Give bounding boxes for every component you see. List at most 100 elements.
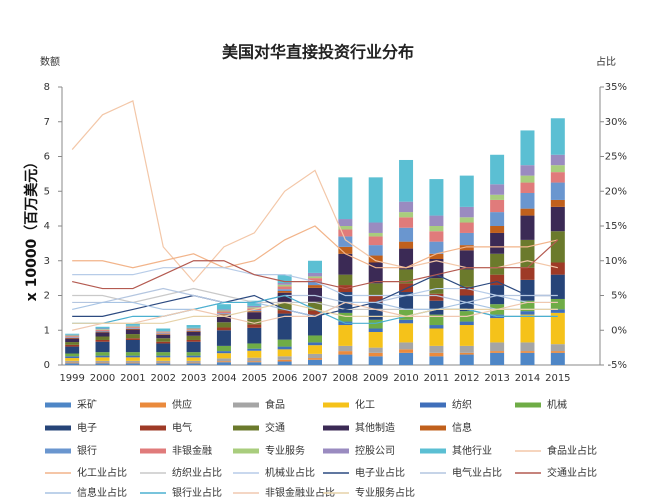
legend-label: 电子业占比: [355, 466, 405, 479]
bar-segment: [95, 363, 110, 365]
legend-label: 食品业占比: [547, 444, 597, 457]
bar-segment: [247, 319, 262, 325]
bar-segment: [156, 334, 171, 335]
bar-segment: [429, 278, 444, 294]
bar-segment: [125, 362, 140, 364]
bar-segment: [459, 217, 474, 223]
y2-tick-label: 30%: [605, 117, 627, 128]
bar-segment: [520, 215, 535, 240]
bar-segment: [459, 222, 474, 233]
bar-segment: [429, 352, 444, 357]
bar-segment: [277, 339, 292, 347]
legend-label: 交通业占比: [547, 466, 597, 479]
bar-segment: [429, 179, 444, 216]
bar-segment: [308, 345, 322, 354]
bar-segment: [125, 329, 140, 335]
legend-label: 其他行业: [452, 444, 492, 457]
bar-segment: [459, 352, 474, 355]
legend-label: 非银金融: [172, 444, 212, 457]
bar-segment: [490, 351, 505, 353]
bar-segment: [338, 325, 353, 346]
bar-segment: [459, 321, 474, 326]
bar-segment: [368, 347, 383, 353]
legend-label: 控股公司: [355, 444, 395, 457]
bar-segment: [156, 363, 171, 365]
bar-segment: [308, 359, 322, 365]
bar-segment: [156, 331, 171, 333]
legend-label: 机械: [547, 398, 567, 411]
bar-segment: [65, 346, 80, 354]
bar-segment: [490, 253, 505, 275]
bar-segment: [186, 330, 201, 332]
bar-segment: [277, 286, 292, 290]
x-tick-label: 2015: [545, 373, 570, 384]
legend-label: 交通: [265, 421, 285, 434]
bar-segment: [95, 328, 110, 330]
bar-segment: [338, 246, 353, 254]
bar-segment: [156, 352, 171, 356]
bar-segment: [550, 118, 565, 155]
bar-segment: [216, 309, 231, 311]
bar-segment: [520, 279, 535, 301]
bar-segment: [216, 304, 231, 310]
bar-segment: [308, 353, 322, 359]
bar-segment: [125, 334, 140, 339]
y2-tick-label: -5%: [608, 360, 627, 371]
y-axis-title: x 10000（百万美元）: [23, 155, 40, 302]
bar-segment: [156, 328, 171, 331]
bar-segment: [277, 359, 292, 362]
bar-segment: [95, 341, 110, 353]
bar-segment: [550, 298, 565, 310]
bar-segment: [95, 336, 110, 340]
bar-segment: [338, 274, 353, 286]
bar-segment: [338, 351, 353, 355]
bar-segment: [308, 310, 322, 315]
bar-segment: [459, 345, 474, 353]
bar-segment: [247, 350, 262, 358]
legend-label: 采矿: [77, 398, 97, 411]
y2-tick-label: 15%: [605, 221, 627, 232]
bar-segment: [459, 175, 474, 207]
bar-segment: [520, 342, 535, 352]
x-tick-label: 2001: [120, 373, 145, 384]
bar-segment: [65, 344, 80, 347]
bar-segment: [277, 274, 292, 283]
legend-label: 非银金融业占比: [265, 486, 335, 498]
y-tick-label: 5: [44, 186, 50, 197]
bar-segment: [156, 357, 171, 361]
bar-segment: [459, 206, 474, 218]
bar-segment: [550, 206, 565, 232]
bar-segment: [520, 175, 535, 183]
bar-segment: [125, 363, 140, 365]
bar-segment: [247, 300, 262, 306]
bar-segment: [550, 274, 565, 299]
bar-segment: [247, 311, 262, 313]
bar-segment: [550, 352, 565, 365]
bar-segment: [338, 177, 353, 220]
bar-segment: [95, 326, 110, 329]
bar-segment: [399, 217, 414, 228]
legend-label: 食品: [265, 398, 285, 411]
bar-segment: [520, 192, 535, 209]
bar-segment: [490, 154, 505, 185]
bar-segment: [95, 360, 110, 363]
bar-segment: [247, 310, 262, 312]
bar-segment: [520, 351, 535, 353]
legend-label: 纺织: [452, 398, 472, 411]
y-tick-label: 3: [44, 256, 50, 267]
y2-label: 占比: [596, 55, 616, 68]
bar-segment: [95, 331, 110, 333]
bar-segment: [156, 334, 171, 339]
bar-segment: [65, 353, 80, 357]
bar-segment: [156, 332, 171, 334]
bar-segment: [156, 362, 171, 364]
x-tick-label: 2007: [302, 373, 327, 384]
x-tick-label: 2005: [242, 373, 267, 384]
bar-segment: [429, 300, 444, 315]
y-tick-label: 7: [44, 117, 50, 128]
bar-segment: [399, 309, 414, 320]
bar-segment: [95, 362, 110, 364]
bar-segment: [186, 327, 201, 329]
bar-segment: [550, 231, 565, 263]
bar-segment: [368, 352, 383, 357]
